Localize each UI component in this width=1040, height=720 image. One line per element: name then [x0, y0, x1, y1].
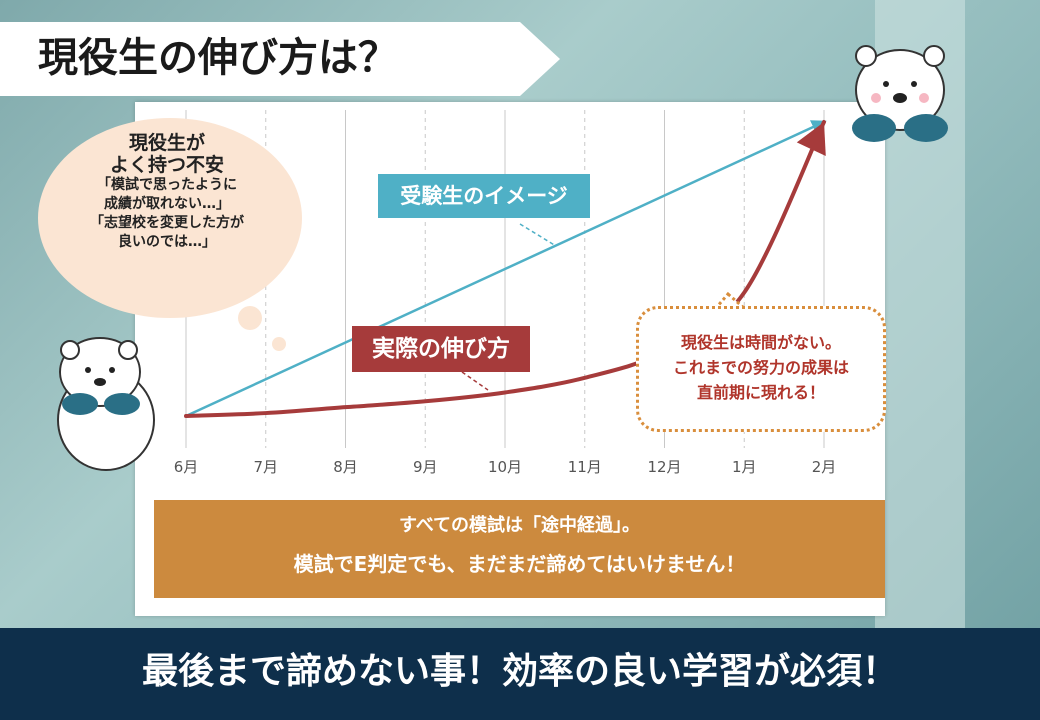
- note-text: 現役生は時間がない。 これまでの努力の成果は 直前期に現れる！: [636, 330, 886, 405]
- bubble-dot-large: [238, 306, 262, 330]
- message-box: [154, 500, 885, 598]
- series-arrowhead-actual: [796, 122, 826, 156]
- note-box: [636, 306, 886, 432]
- note-line-1: 現役生は時間がない。: [680, 333, 841, 352]
- x-tick-label: 2月: [812, 458, 837, 476]
- blue-label-leader: [519, 223, 557, 247]
- series-label-expected: 受験生のイメージ: [378, 174, 590, 218]
- bubble-dot-small: [272, 337, 286, 351]
- series-label-actual: 実際の伸び方: [352, 326, 530, 372]
- message-line-2: 模試でE判定でも、まだまだ諦めてはいけません！: [293, 552, 746, 576]
- x-tick-label: 9月: [413, 458, 438, 476]
- bear-top-right: [852, 45, 948, 142]
- page-title: 現役生の伸び方は？: [38, 35, 398, 81]
- note-tail: [712, 291, 748, 310]
- x-tick-label: 10月: [488, 458, 522, 476]
- x-tick-label: 11月: [568, 458, 602, 476]
- red-label-leader: [461, 371, 489, 391]
- note-line-2: これまでの努力の成果は: [672, 358, 849, 377]
- bubble-title-2: よく持つ不安: [109, 154, 224, 176]
- series-line-actual: [184, 120, 826, 418]
- bubble-body-2: 成績が取れない…」: [104, 196, 230, 212]
- footer-bar: [0, 628, 1040, 720]
- x-tick-label: 7月: [253, 458, 278, 476]
- note-line-3: 直前期に現れる！: [696, 383, 825, 402]
- bear-left: [57, 337, 155, 471]
- bubble-body-1: 「模試で思ったように: [97, 177, 237, 193]
- series-line-expected: [185, 120, 827, 418]
- footer-text: 最後まで諦めない事！効率の良い学習が必須！: [141, 651, 898, 692]
- x-tick-label: 6月: [174, 458, 199, 476]
- x-tick-label: 1月: [732, 458, 757, 476]
- message-line-1: すべての模試は「途中経過」。: [398, 515, 641, 536]
- x-tick-label: 8月: [333, 458, 358, 476]
- bubble-text: 現役生が よく持つ不安 「模試で思ったように 成績が取れない…」 「志望校を変更…: [52, 132, 282, 252]
- x-tick-label: 12月: [647, 458, 681, 476]
- speech-bubble: [38, 118, 302, 318]
- title-banner: [0, 22, 560, 96]
- bubble-body-3: 「志望校を変更した方が: [90, 215, 244, 231]
- bubble-title-1: 現役生が: [128, 132, 205, 154]
- bubble-body-4: 良いのでは…」: [118, 234, 216, 250]
